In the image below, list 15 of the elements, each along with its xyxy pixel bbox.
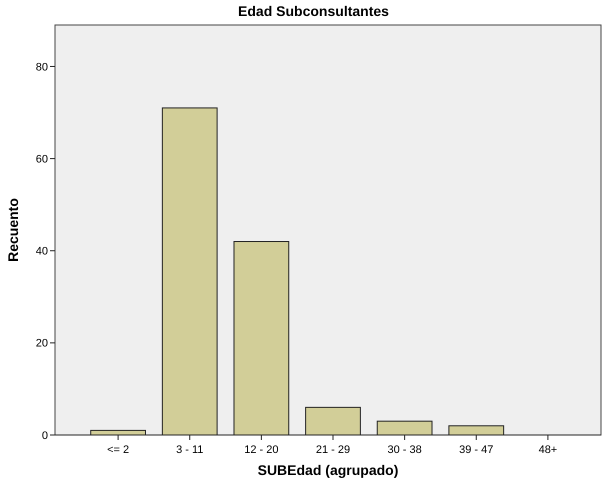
- y-tick-label: 80: [36, 61, 48, 74]
- x-tick-label: <= 2: [107, 444, 130, 456]
- y-tick-label: 0: [42, 430, 48, 442]
- y-tick-label: 40: [36, 246, 48, 258]
- x-tick-label: 3 - 11: [176, 444, 204, 456]
- x-axis-title: SUBEdad (agrupado): [258, 462, 398, 478]
- y-axis-title: Recuento: [5, 198, 21, 262]
- x-tick-label: 39 - 47: [459, 444, 494, 456]
- y-tick-label: 60: [36, 153, 48, 166]
- x-tick-label: 21 - 29: [316, 444, 350, 456]
- x-tick-label: 48+: [538, 444, 558, 456]
- x-tick-label: 12 - 20: [244, 444, 278, 456]
- y-tick-label: 20: [36, 338, 48, 350]
- chart-title: Edad Subconsultantes: [238, 3, 390, 19]
- x-tick-label: 30 - 38: [388, 444, 422, 456]
